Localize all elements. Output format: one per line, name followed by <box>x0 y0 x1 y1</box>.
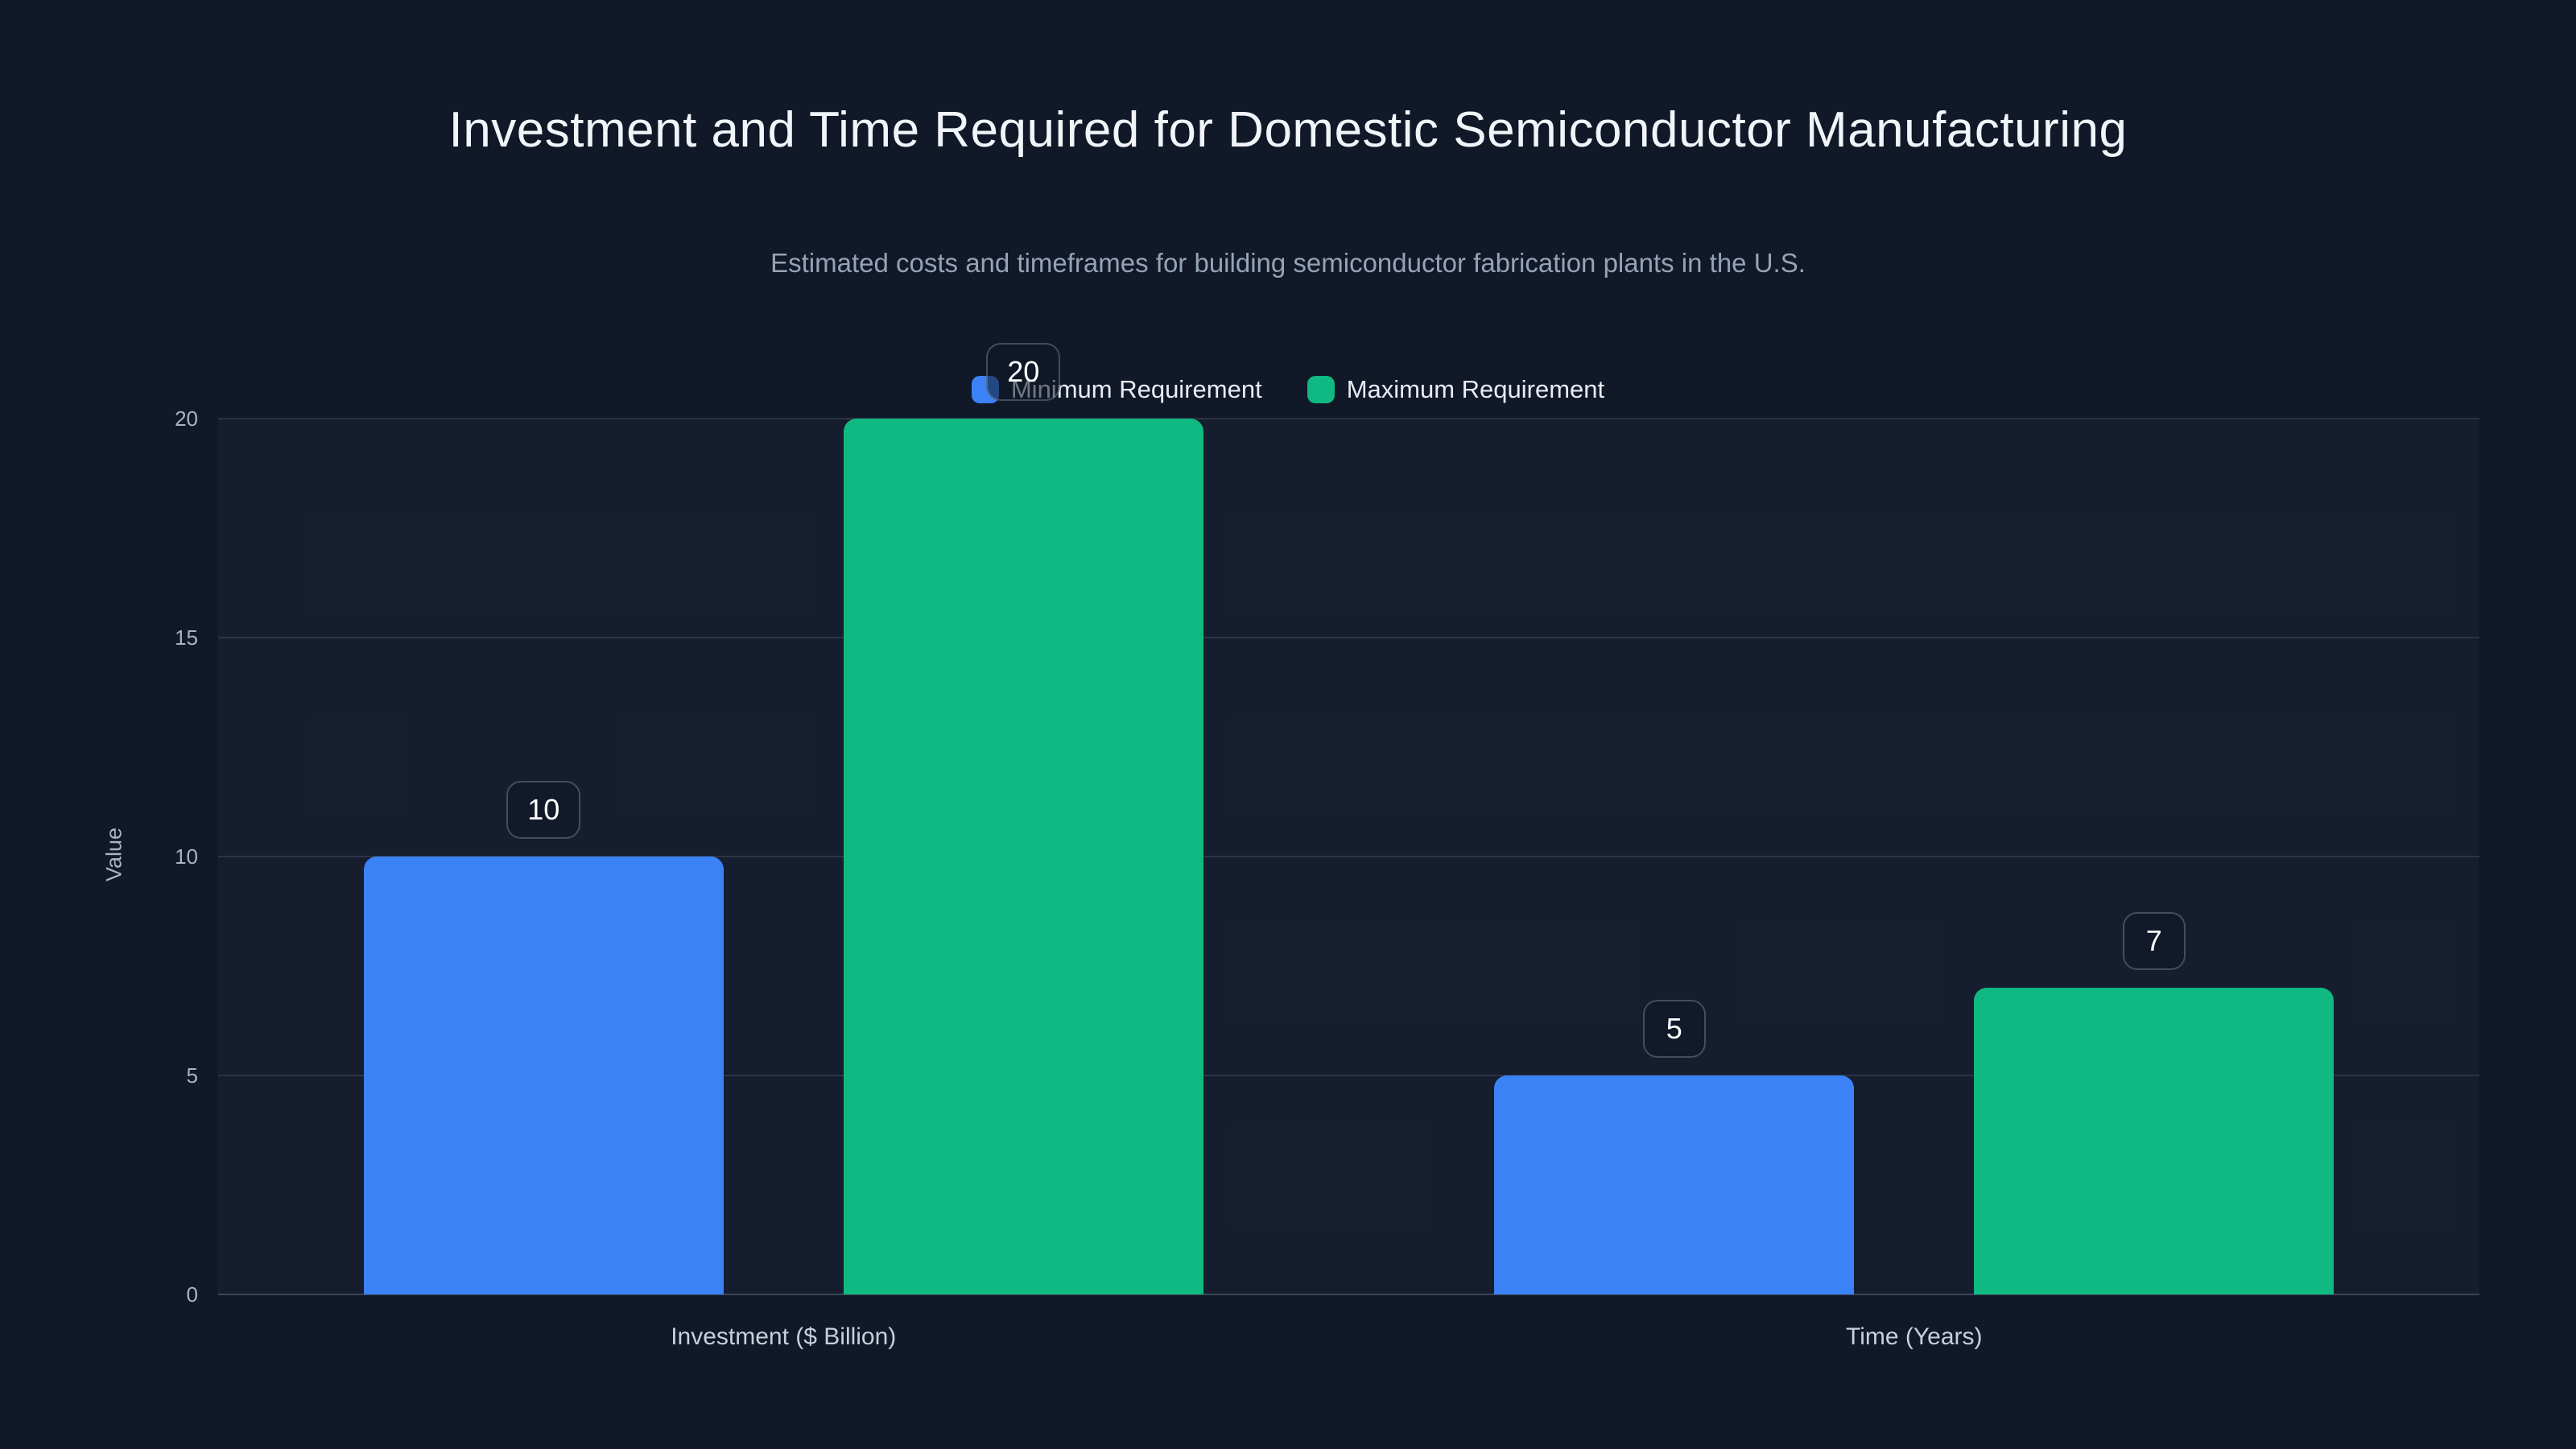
y-tick-label-20: 20 <box>175 407 198 431</box>
chart-title: Investment and Time Required for Domesti… <box>448 102 2128 158</box>
value-label-1-2: 20 <box>986 343 1061 401</box>
value-label-1-1: 10 <box>506 781 581 839</box>
gridline-y-20 <box>218 418 2479 419</box>
gridline-y-15 <box>218 637 2479 638</box>
bar-maximum-1[interactable] <box>843 419 1203 1294</box>
y-tick-label-10: 10 <box>175 844 198 869</box>
y-tick-label-5: 5 <box>186 1063 198 1088</box>
y-tick-label-15: 15 <box>175 625 198 650</box>
bar-minimum-2[interactable] <box>1494 1075 1855 1294</box>
legend-item-maximum[interactable]: Maximum Requirement <box>1307 375 1604 404</box>
y-tick-label-0: 0 <box>186 1282 198 1307</box>
bar-maximum-2[interactable] <box>1974 988 2334 1294</box>
x-tick-label-2: Time (Years) <box>1846 1323 1983 1350</box>
legend-label-maximum: Maximum Requirement <box>1346 375 1605 403</box>
chart-legend: Minimum Requirement Maximum Requirement <box>0 375 2576 404</box>
gridline-y-0 <box>218 1294 2479 1295</box>
legend-swatch-maximum-icon <box>1307 376 1335 403</box>
value-label-2-2: 7 <box>2122 912 2186 971</box>
value-label-2-1: 5 <box>1642 1000 1706 1058</box>
gridline-y-10 <box>218 856 2479 857</box>
x-tick-label-1: Investment ($ Billion) <box>671 1323 897 1350</box>
chart-subtitle: Estimated costs and timeframes for build… <box>770 248 1806 278</box>
gridline-y-5 <box>218 1075 2479 1076</box>
bar-minimum-1[interactable] <box>363 857 724 1294</box>
